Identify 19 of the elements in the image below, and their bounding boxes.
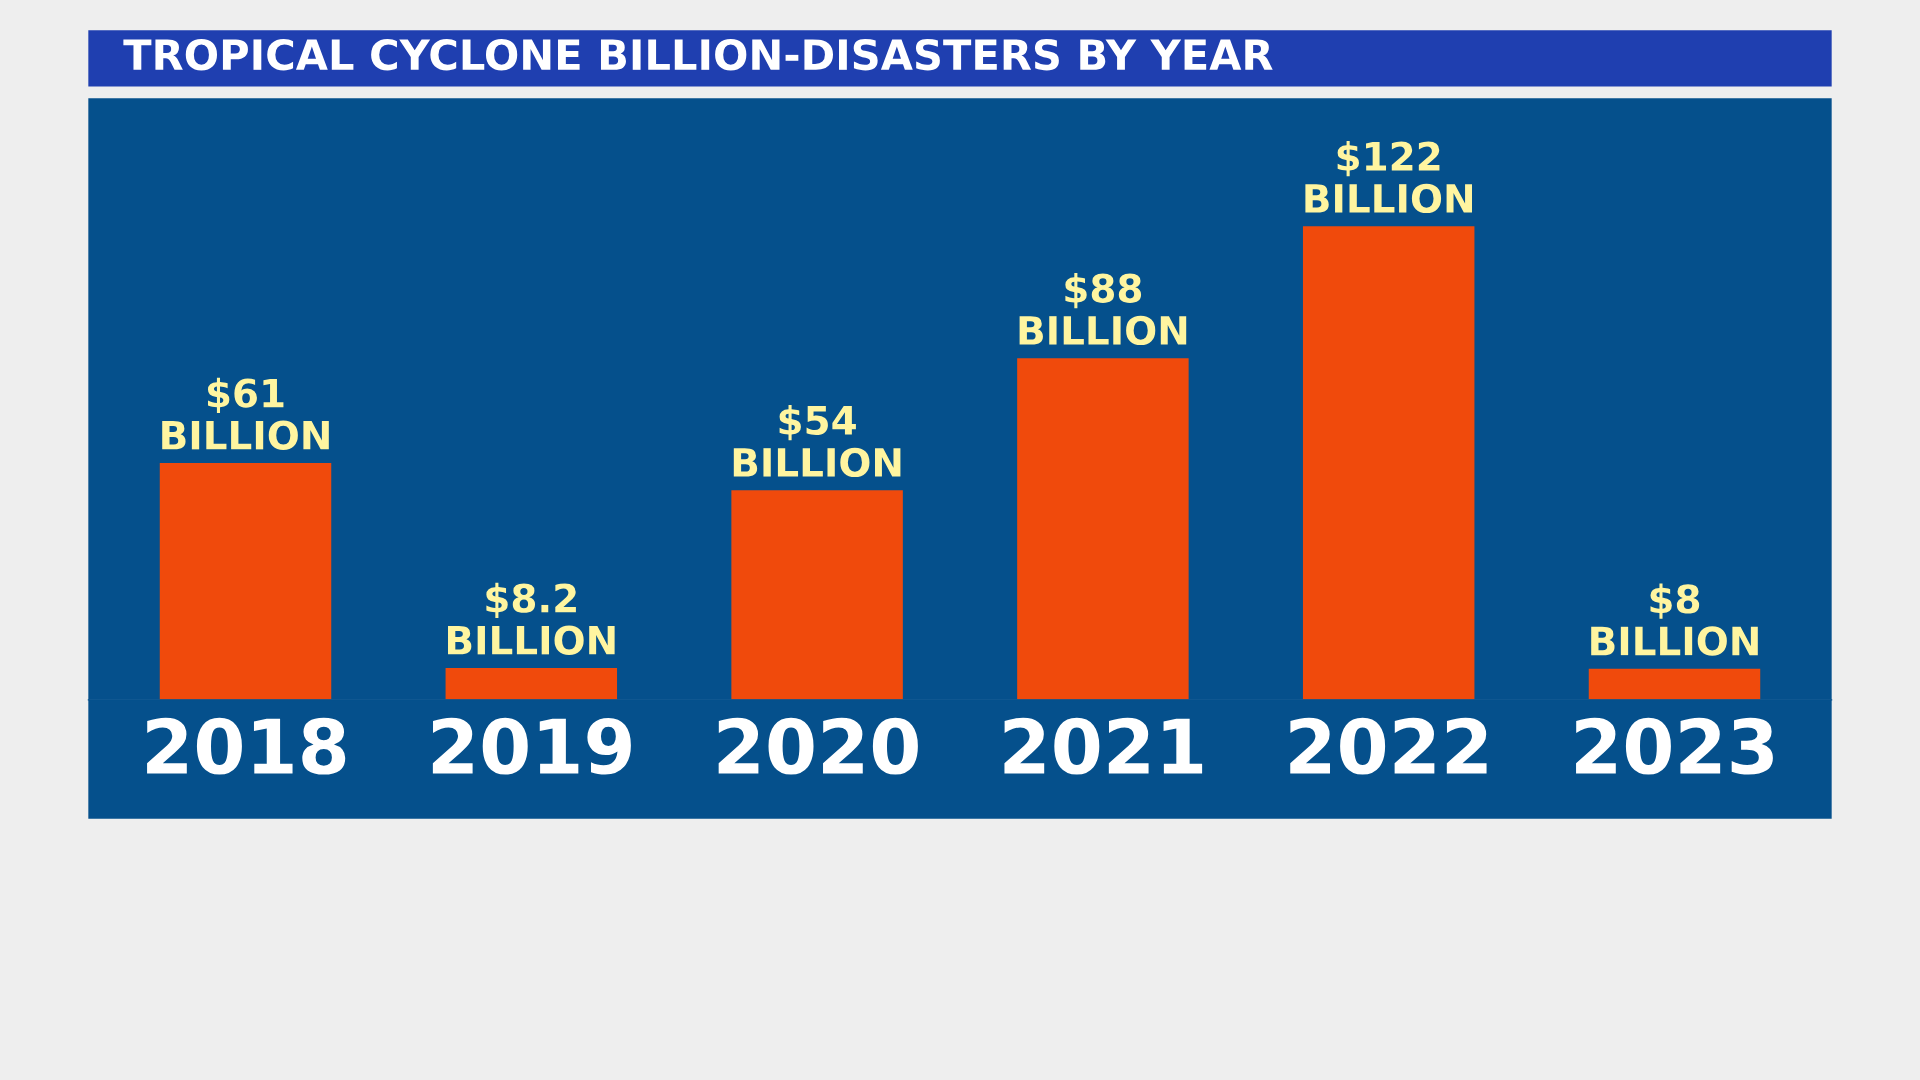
data-label: $122 BILLION [1305,140,1472,214]
bar [731,490,903,700]
bar [445,668,618,700]
chart-title: TROPICAL CYCLONE BILLION-DISASTERS BY YEAR [123,38,1273,71]
data-label: $88 BILLION [1019,272,1187,346]
data-label: $54 BILLION [733,404,901,478]
bar [1302,226,1475,700]
x-tick-label: 2023 [1576,717,1773,775]
x-tick-label: 2019 [432,717,631,775]
x-tick-label: 2018 [147,717,346,775]
x-tick-label: 2020 [718,717,918,775]
x-tick-label: 2021 [1004,717,1203,775]
data-label: $8.2 BILLION [448,582,615,655]
data-label: $61 BILLION [162,377,329,450]
x-tick-label: 2022 [1290,717,1487,775]
bar [1017,358,1189,700]
bar [1588,668,1761,700]
data-label: $8 BILLION [1591,583,1758,656]
bar [159,463,332,700]
